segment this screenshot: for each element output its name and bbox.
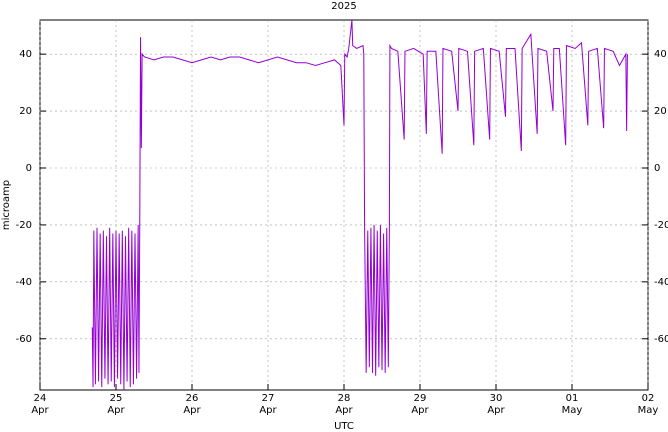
x-tick-label: 24 <box>34 393 47 404</box>
x-tick-label: Apr <box>411 405 429 416</box>
x-tick-label: 29 <box>414 393 427 404</box>
x-tick-label: 02 <box>642 393 655 404</box>
y-tick-label: -20 <box>16 220 32 231</box>
x-tick-label: Apr <box>259 405 277 416</box>
x-tick-label: May <box>562 405 583 416</box>
x-tick-label: 27 <box>262 393 275 404</box>
x-tick-label: May <box>638 405 659 416</box>
y2-tick-label: -40 <box>654 277 668 288</box>
y2-tick-label: 0 <box>654 163 660 174</box>
y-tick-label: -60 <box>16 334 32 345</box>
y2-tick-label: 20 <box>654 106 667 117</box>
x-tick-label: Apr <box>335 405 353 416</box>
data-line <box>91 19 628 391</box>
x-tick-label: 28 <box>338 393 351 404</box>
x-tick-label: Apr <box>31 405 49 416</box>
x-tick-label: Apr <box>487 405 505 416</box>
y2-tick-label: -20 <box>654 220 668 231</box>
y-tick-label: 40 <box>19 49 32 60</box>
x-tick-label: 01 <box>566 393 579 404</box>
y-axis-label: microamp <box>1 180 12 230</box>
x-tick-label: 25 <box>110 393 123 404</box>
x-tick-label: Apr <box>107 405 125 416</box>
y-tick-label: 0 <box>26 163 32 174</box>
x-tick-label: 26 <box>186 393 199 404</box>
x-tick-label: Apr <box>183 405 201 416</box>
y-tick-label: 20 <box>19 106 32 117</box>
y2-tick-label: 40 <box>654 49 667 60</box>
x-axis-label: UTC <box>334 421 354 432</box>
x-tick-label: 30 <box>490 393 503 404</box>
chart-title: 2025 <box>331 1 356 12</box>
y2-tick-label: -60 <box>654 334 668 345</box>
y-tick-label: -40 <box>16 277 32 288</box>
